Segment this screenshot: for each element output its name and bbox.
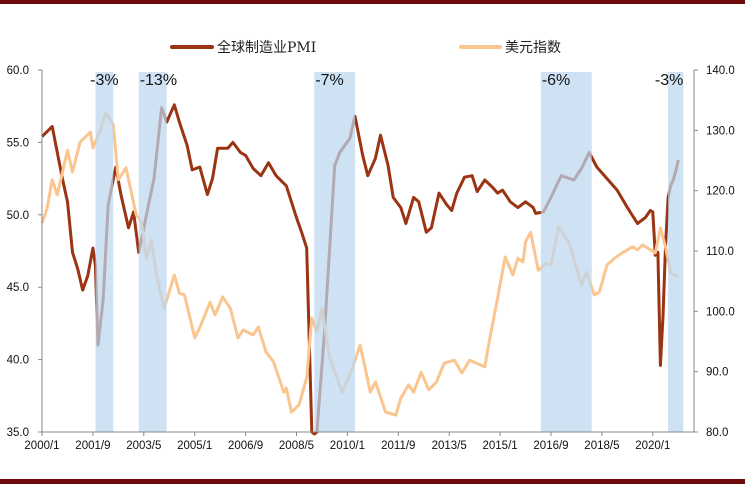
shaded-period-1 xyxy=(95,72,114,432)
x-axis-tick-label: 2015/1 xyxy=(483,440,518,452)
right-axis-tick-label: 120.0 xyxy=(706,186,735,198)
shaded-period-label-2: -13% xyxy=(140,72,177,89)
shaded-period-4 xyxy=(540,72,592,432)
x-axis-tick-label: 2010/1 xyxy=(330,440,365,452)
right-axis-tick-label: 80.0 xyxy=(706,427,728,439)
bottom-border xyxy=(0,479,745,484)
x-axis-tick-label: 2020/1 xyxy=(635,440,670,452)
right-axis-tick-label: 140.0 xyxy=(706,65,735,77)
x-axis-tick-label: 2013/5 xyxy=(432,440,467,452)
right-axis-tick-label: 110.0 xyxy=(706,246,734,258)
x-axis-tick-label: 2005/1 xyxy=(177,440,212,452)
x-axis-tick-label: 2003/5 xyxy=(126,440,161,452)
shaded-period-label-4: -6% xyxy=(542,72,570,89)
left-axis-tick-label: 55.0 xyxy=(7,137,29,149)
top-border xyxy=(0,0,745,4)
left-axis-tick-label: 50.0 xyxy=(7,210,29,222)
shaded-period-2 xyxy=(138,72,167,432)
right-axis-tick-label: 90.0 xyxy=(706,367,728,379)
left-axis-tick-label: 35.0 xyxy=(7,427,29,439)
shaded-period-3 xyxy=(314,72,356,432)
x-axis-tick-label: 2008/5 xyxy=(279,440,314,452)
left-axis-tick-label: 45.0 xyxy=(7,282,29,294)
shaded-period-label-3: -7% xyxy=(315,72,343,89)
shaded-period-5 xyxy=(668,72,684,432)
right-axis-tick-label: 100.0 xyxy=(706,306,735,318)
x-axis-tick-label: 2018/5 xyxy=(584,440,619,452)
shaded-period-label-5: -3% xyxy=(655,72,683,89)
x-axis-tick-label: 2000/1 xyxy=(24,440,59,452)
shaded-period-label-1: -3% xyxy=(90,72,118,89)
right-axis-tick-label: 130.0 xyxy=(706,125,735,137)
x-axis-tick-label: 2001/9 xyxy=(75,440,110,452)
series-line-1 xyxy=(40,103,680,436)
x-axis-tick-label: 2006/9 xyxy=(228,440,263,452)
left-axis-tick-label: 40.0 xyxy=(7,355,29,367)
left-axis-tick-label: 60.0 xyxy=(7,65,29,77)
x-axis-tick-label: 2016/9 xyxy=(533,440,568,452)
x-axis-tick-label: 2011/9 xyxy=(381,440,415,452)
legend-label-1: 全球制造业PMI xyxy=(217,39,316,56)
legend-label-2: 美元指数 xyxy=(505,40,561,56)
